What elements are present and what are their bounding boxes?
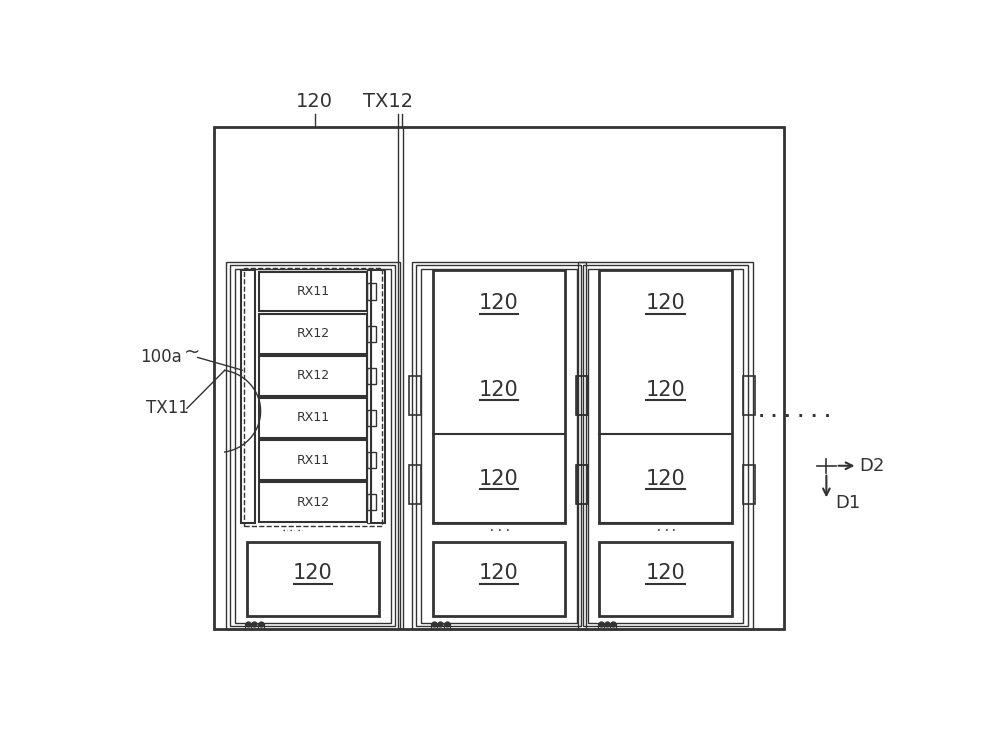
Bar [367,410,376,426]
Text: ~: ~ [184,342,200,362]
Bar [367,494,376,510]
Bar [214,127,784,630]
Text: TX11: TX11 [146,399,189,417]
Bar [577,376,588,415]
Bar [259,356,367,395]
Bar [230,266,395,626]
Bar [235,269,391,623]
Bar [599,542,732,616]
Bar [259,482,367,522]
Bar [371,271,385,523]
Bar [576,376,588,415]
Bar [367,325,376,342]
Bar [367,283,376,300]
Text: RX12: RX12 [296,327,330,340]
Bar [743,465,755,504]
Bar [409,376,421,415]
Bar [743,376,755,415]
Bar [259,314,367,354]
Bar [367,368,376,383]
Text: 120: 120 [293,563,333,583]
Text: 120: 120 [479,293,519,313]
Bar [409,465,421,504]
Bar [226,262,400,630]
Bar [577,465,588,504]
Bar [247,542,379,616]
Bar [259,398,367,438]
Text: RX11: RX11 [296,411,330,424]
Bar [578,262,753,630]
Text: 120: 120 [479,468,519,489]
Text: 120: 120 [646,380,685,400]
Text: RX12: RX12 [296,495,330,509]
Text: ......: ...... [755,401,836,421]
Bar [259,272,367,311]
Text: D1: D1 [836,494,861,512]
Text: 100a: 100a [140,348,182,366]
Bar [583,266,748,626]
Text: 120: 120 [296,93,333,111]
Bar [367,271,371,523]
Bar [412,262,586,630]
Bar [367,452,376,468]
Bar [599,271,732,523]
Text: RX11: RX11 [296,285,330,298]
Bar [416,266,581,626]
Bar [421,269,577,623]
Bar [588,269,743,623]
Text: TX12: TX12 [363,93,414,111]
Text: 120: 120 [479,380,519,400]
Text: 120: 120 [479,563,519,583]
Bar [244,268,382,526]
Bar [433,271,565,523]
Text: 120: 120 [646,468,685,489]
Bar [433,542,565,616]
Text: 120: 120 [646,563,685,583]
Bar [576,465,588,504]
Bar [241,271,255,523]
Text: RX11: RX11 [296,454,330,466]
Text: 120: 120 [646,293,685,313]
Bar [259,440,367,480]
Text: RX12: RX12 [296,369,330,382]
Text: D2: D2 [859,457,884,474]
